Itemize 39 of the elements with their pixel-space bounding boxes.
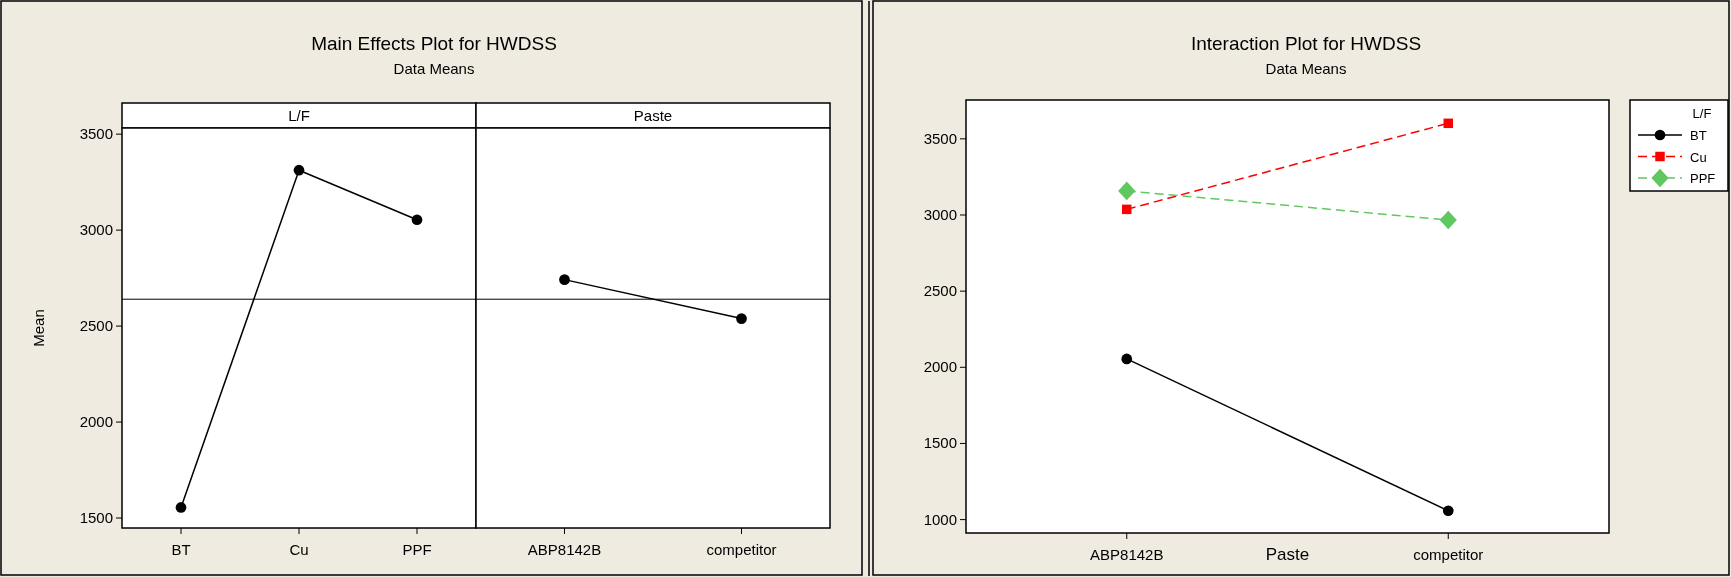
- chart-title: Paste: [633, 107, 673, 124]
- chart-title: L/F: [288, 107, 310, 124]
- chart-title: Interaction Plot for HWDSS: [1190, 33, 1422, 54]
- x-tick-label: Cu: [289, 541, 309, 558]
- x-tick-label: PPF: [402, 541, 432, 558]
- legend-title: L/F: [1692, 106, 1712, 121]
- x-tick-label: ABP8142B: [1090, 546, 1164, 563]
- text: Data Means: [393, 60, 475, 77]
- y-tick-label: 3000: [923, 205, 957, 223]
- point: [411, 214, 423, 226]
- y-tick-label: 1500: [923, 434, 957, 452]
- y-tick-label: 2000: [79, 413, 113, 431]
- point: [1118, 181, 1136, 201]
- y-tick-label: 1000: [923, 510, 957, 528]
- y-tick-label: 2000: [923, 358, 957, 376]
- y-tick-label: 2500: [923, 282, 957, 300]
- y-tick-label: 3500: [79, 125, 113, 143]
- x-tick-label: competitor: [1413, 546, 1484, 563]
- text: Main Effects Plot for HWDSS: [311, 33, 557, 54]
- point: [1443, 118, 1453, 129]
- x-tick-label: BT: [171, 541, 191, 558]
- y-tick-label: 3500: [923, 129, 957, 147]
- legend-label: BT: [1690, 128, 1707, 143]
- point: [1121, 353, 1133, 365]
- legend-label: Cu: [1690, 149, 1707, 165]
- y-tick-label: 3000: [79, 221, 113, 239]
- y-axis-title: Mean: [30, 309, 47, 347]
- y-tick-label: 2500: [79, 317, 113, 335]
- y-tick-label: 1500: [79, 509, 113, 527]
- point: [1122, 204, 1132, 215]
- point: [175, 502, 187, 513]
- chart-subtitle: Data Means: [1265, 60, 1347, 77]
- point: [1439, 210, 1457, 230]
- legend-label: PPF: [1690, 171, 1716, 186]
- x-tick-label: competitor: [706, 541, 777, 558]
- point: [293, 164, 305, 176]
- point: [1442, 505, 1454, 517]
- x-tick-label: ABP8142B: [527, 541, 602, 558]
- x-axis-title: Paste: [1265, 545, 1310, 564]
